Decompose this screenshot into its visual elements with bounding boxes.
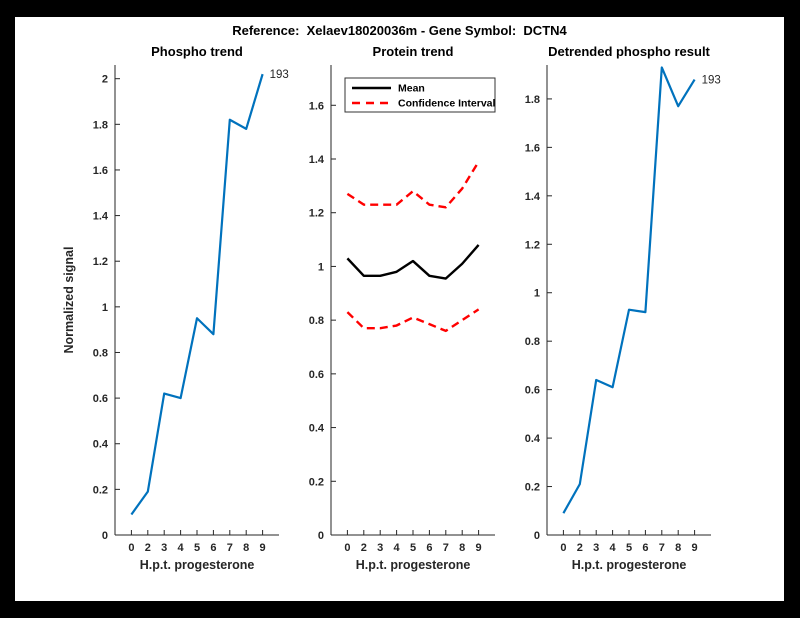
y-tick-label: 0.4 <box>525 433 541 445</box>
y-tick-label: 0.6 <box>93 393 108 405</box>
x-tick-label: 6 <box>426 542 432 554</box>
subplot-title: Detrended phospho result <box>548 44 710 59</box>
subplot-title: Phospho trend <box>151 44 243 59</box>
series-line-ci-lower <box>346 308 480 333</box>
x-tick-label: 7 <box>227 542 233 554</box>
x-tick-label: 5 <box>410 542 416 554</box>
legend: Mean Confidence Interval <box>344 77 496 113</box>
y-tick-label: 0 <box>534 530 540 542</box>
figure-canvas: Reference: Xelaev18020036m - Gene Symbol… <box>15 17 784 601</box>
y-tick-label: 0.2 <box>93 484 108 496</box>
x-tick-label: 2 <box>145 542 151 554</box>
x-tick-label: 7 <box>659 542 665 554</box>
y-tick-label: 1.4 <box>309 154 325 166</box>
y-tick-label: 1 <box>534 288 540 300</box>
x-tick-label: 2 <box>577 542 583 554</box>
y-tick-label: 0.6 <box>309 369 324 381</box>
x-tick-label: 6 <box>642 542 648 554</box>
x-tick-label: 8 <box>459 542 465 554</box>
series-line-mean <box>346 244 480 280</box>
y-tick-label: 0.2 <box>309 476 324 488</box>
y-tick-label: 1.8 <box>525 94 540 106</box>
y-tick-label: 0.4 <box>309 423 325 435</box>
y-tick-label: 0.2 <box>525 482 540 494</box>
subplot-protein-trend: 00.20.40.60.811.21.41.60 2 3 4 5 6 7 8 9Protein … <box>309 44 496 572</box>
endpoint-annotation: 193 <box>270 69 289 81</box>
x-tick-label: 5 <box>626 542 632 554</box>
legend-label: Confidence Interval <box>398 98 496 110</box>
x-tick-label: 9 <box>692 542 698 554</box>
y-tick-label: 1 <box>318 261 324 273</box>
figure-title: Reference: Xelaev18020036m - Gene Symbol… <box>232 23 567 38</box>
endpoint-annotation: 193 <box>702 75 721 87</box>
y-tick-label: 0.8 <box>93 347 108 359</box>
y-tick-label: 1.6 <box>525 142 540 154</box>
x-tick-label: 0 <box>128 542 134 554</box>
series-line-phospho-signal <box>130 73 264 516</box>
x-tick-label: 8 <box>675 542 681 554</box>
x-axis-label: H.p.t. progesterone <box>572 558 687 572</box>
y-tick-label: 1.6 <box>309 100 324 112</box>
series-line-ci-upper <box>346 161 480 209</box>
series-line-detrended-signal <box>562 66 696 514</box>
x-tick-label: 2 <box>361 542 367 554</box>
x-tick-label: 7 <box>443 542 449 554</box>
y-tick-label: 2 <box>102 74 108 86</box>
x-axis-label: H.p.t. progesterone <box>140 558 255 572</box>
y-tick-label: 0.4 <box>93 439 109 451</box>
y-tick-label: 1.2 <box>525 239 540 251</box>
x-tick-label: 9 <box>476 542 482 554</box>
x-tick-label: 3 <box>377 542 383 554</box>
y-tick-label: 0.8 <box>525 336 540 348</box>
x-tick-label: 9 <box>260 542 266 554</box>
y-tick-label: 0.6 <box>525 385 540 397</box>
x-tick-label: 4 <box>610 542 617 554</box>
y-axis-label: Normalized signal <box>62 247 76 354</box>
y-tick-label: 1 <box>102 302 108 314</box>
x-axis-label: H.p.t. progesterone <box>356 558 471 572</box>
y-tick-label: 0.8 <box>309 315 324 327</box>
x-tick-label: 3 <box>161 542 167 554</box>
y-tick-label: 1.4 <box>93 211 109 223</box>
subplot-phospho-trend: 00.20.40.60.811.21.41.61.820 2 3 4 5 6 7 8 9Phos… <box>62 44 289 572</box>
x-tick-label: 8 <box>243 542 249 554</box>
y-tick-label: 1.6 <box>93 165 108 177</box>
y-tick-label: 1.2 <box>93 256 108 268</box>
x-tick-label: 6 <box>210 542 216 554</box>
y-tick-label: 0 <box>318 530 324 542</box>
legend-box <box>344 77 496 113</box>
x-tick-label: 4 <box>178 542 185 554</box>
subplot-title: Protein trend <box>373 44 454 59</box>
y-tick-label: 1.4 <box>525 191 541 203</box>
legend-label: Mean <box>398 83 425 95</box>
subplot-detrended-phospho-result: 00.20.40.60.811.21.41.61.80 2 3 4 5 6 7 8 9Detre… <box>525 44 721 572</box>
y-tick-label: 1.8 <box>93 119 108 131</box>
x-tick-label: 4 <box>394 542 401 554</box>
y-tick-label: 1.2 <box>309 208 324 220</box>
y-tick-label: 0 <box>102 530 108 542</box>
x-tick-label: 3 <box>593 542 599 554</box>
x-tick-label: 5 <box>194 542 200 554</box>
plots-svg: 00.20.40.60.811.21.41.61.820 2 3 4 5 6 7 8 9Phos… <box>62 44 721 572</box>
x-tick-label: 0 <box>344 542 350 554</box>
x-tick-label: 0 <box>560 542 566 554</box>
